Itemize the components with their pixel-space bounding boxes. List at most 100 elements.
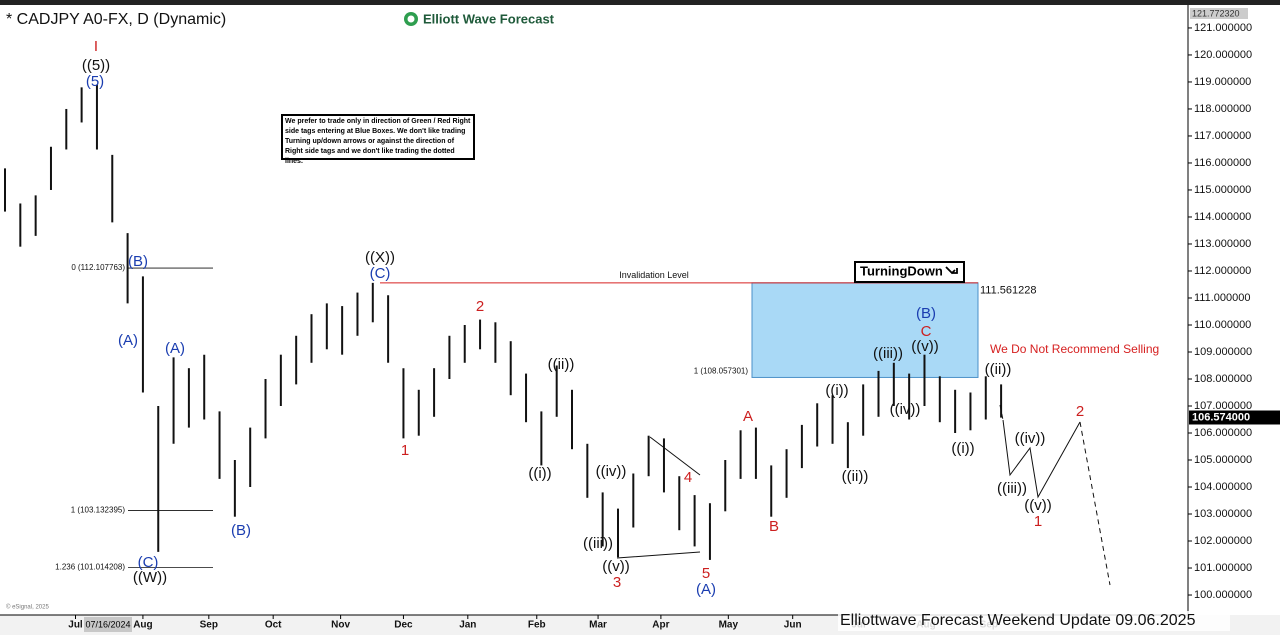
wave-label: ((W)) [133, 569, 167, 586]
x-tick-label: May [719, 620, 739, 631]
wave-label: (5) [86, 73, 104, 90]
wave-label: 1 [401, 442, 409, 459]
y-tick-label: 110.000000 [1194, 319, 1251, 331]
copyright: © eSignal, 2025 [6, 604, 49, 611]
y-tick-label: 119.000000 [1194, 76, 1251, 88]
wave-label: 2 [1076, 403, 1084, 420]
y-tick-label: 100.000000 [1194, 589, 1252, 601]
top-price-box [1190, 8, 1248, 19]
zone-low-label: 1 (108.057301) [694, 367, 749, 376]
footer: Elliottwave Forecast Weekend Update 09.0… [840, 612, 1196, 629]
y-tick-label: 121.000000 [1194, 22, 1252, 34]
wave-label: (B) [128, 253, 148, 270]
wave-label: ((i)) [951, 440, 974, 457]
brand: Elliott Wave Forecast [423, 11, 555, 26]
x-tick-label: Mar [589, 620, 607, 631]
wave-label: ((iv)) [1015, 430, 1046, 447]
fib-label: 1.236 (101.014208) [55, 563, 125, 572]
wave-label: ((iv)) [596, 463, 627, 480]
wave-label: C [921, 323, 932, 340]
projection [1002, 419, 1081, 499]
cursor-date: 07/16/2024 [85, 619, 130, 629]
y-tick-label: 102.000000 [1194, 535, 1252, 547]
wave-label: ((v)) [602, 558, 629, 575]
x-tick-label: Dec [394, 620, 413, 631]
brand-icon-inner [407, 15, 415, 23]
x-tick-label: Jul [68, 620, 83, 631]
y-tick-label: 115.000000 [1194, 184, 1251, 196]
x-tick-label: Nov [331, 620, 350, 631]
wave-label: 5 [702, 565, 710, 582]
y-tick-label: 107.000000 [1194, 400, 1252, 412]
invalidation-label: Invalidation Level [619, 270, 689, 280]
wave-label: ((v)) [1024, 497, 1051, 514]
top-border [0, 0, 1280, 5]
y-tick-label: 111.000000 [1194, 292, 1250, 304]
y-tick-label: 114.000000 [1194, 211, 1251, 223]
note: We prefer to trade only in direction of … [281, 114, 475, 165]
wave-label: (A) [696, 581, 716, 598]
wave-label: 3 [613, 574, 621, 591]
wave-label: ((iii)) [873, 345, 903, 362]
signal-box [854, 261, 965, 283]
wave-label: (B) [916, 305, 936, 322]
x-tick-label: Jan [459, 620, 476, 631]
fib-label: 1 (103.132395) [71, 506, 126, 515]
last-price: 106.574000 [1192, 411, 1250, 423]
y-tick-label: 109.000000 [1194, 346, 1252, 358]
y-tick-label: 108.000000 [1194, 373, 1252, 385]
last-price-box [1189, 410, 1280, 425]
chart-title: * CADJPY A0-FX, D (Dynamic) [6, 11, 226, 28]
wave-label: B [769, 518, 779, 535]
fib-label: 0 (112.107763) [71, 263, 125, 272]
footer-bg [838, 611, 1230, 631]
wave-label: ((ii)) [985, 361, 1012, 378]
price-axis-bg [1188, 5, 1280, 615]
y-tick-label: 105.000000 [1194, 454, 1252, 466]
wave-label: (C) [370, 265, 391, 282]
wave-label: ((X)) [365, 249, 395, 266]
wave-label: ((iii)) [583, 535, 613, 552]
y-tick-label: 117.000000 [1194, 130, 1251, 142]
y-tick-label: 116.000000 [1194, 157, 1251, 169]
x-tick-label: Oct [265, 620, 282, 631]
top-price: 121.772320 [1192, 8, 1240, 18]
wave-label: (C) [138, 554, 159, 571]
wave-label: ((iv)) [890, 401, 921, 418]
projection-dashed [999, 404, 1111, 586]
wave-label: 1 [1034, 513, 1042, 530]
wave-label: ((i)) [825, 382, 848, 399]
x-tick-label: Apr [652, 620, 669, 631]
y-tick-label: 113.000000 [1194, 238, 1251, 250]
wave-label: I [94, 38, 98, 55]
wave-label: 4 [684, 469, 692, 486]
triangle [616, 436, 701, 559]
x-tick-label: Jun [784, 620, 802, 631]
y-tick-label: 104.000000 [1194, 481, 1252, 493]
wave-label: (A) [118, 332, 138, 349]
x-tick-label: Feb [528, 620, 546, 631]
y-tick-label: 103.000000 [1194, 508, 1252, 520]
wave-label: A [743, 408, 753, 425]
wave-label: ((ii)) [548, 356, 575, 373]
overlay: 100.000000 101.000000 102.000000 103.000000… [68, 8, 1280, 631]
wave-label: ((ii)) [842, 468, 869, 485]
signal-arrow [945, 266, 958, 275]
x-tick-label: Sep [200, 620, 218, 631]
y-tick-label: 106.000000 [1194, 427, 1252, 439]
wave-label: (A) [165, 340, 185, 357]
warning: We Do Not Recommend Selling [990, 342, 1159, 356]
wave-label: ((iii)) [997, 480, 1027, 497]
plot: 1 (108.057301) 111.561228 Invalidation Lev… [4, 84, 1036, 572]
wave-label: ((i)) [528, 465, 551, 482]
wave-label: 2 [476, 298, 484, 315]
wave-label: (B) [231, 522, 251, 539]
y-tick-label: 120.000000 [1194, 49, 1252, 61]
zone-high-label: 111.561228 [980, 285, 1036, 297]
y-tick-label: 112.000000 [1194, 265, 1251, 277]
wave-label: ((v)) [911, 338, 938, 355]
x-tick-label: Aug [133, 620, 152, 631]
signal: TurningDown [860, 263, 943, 278]
